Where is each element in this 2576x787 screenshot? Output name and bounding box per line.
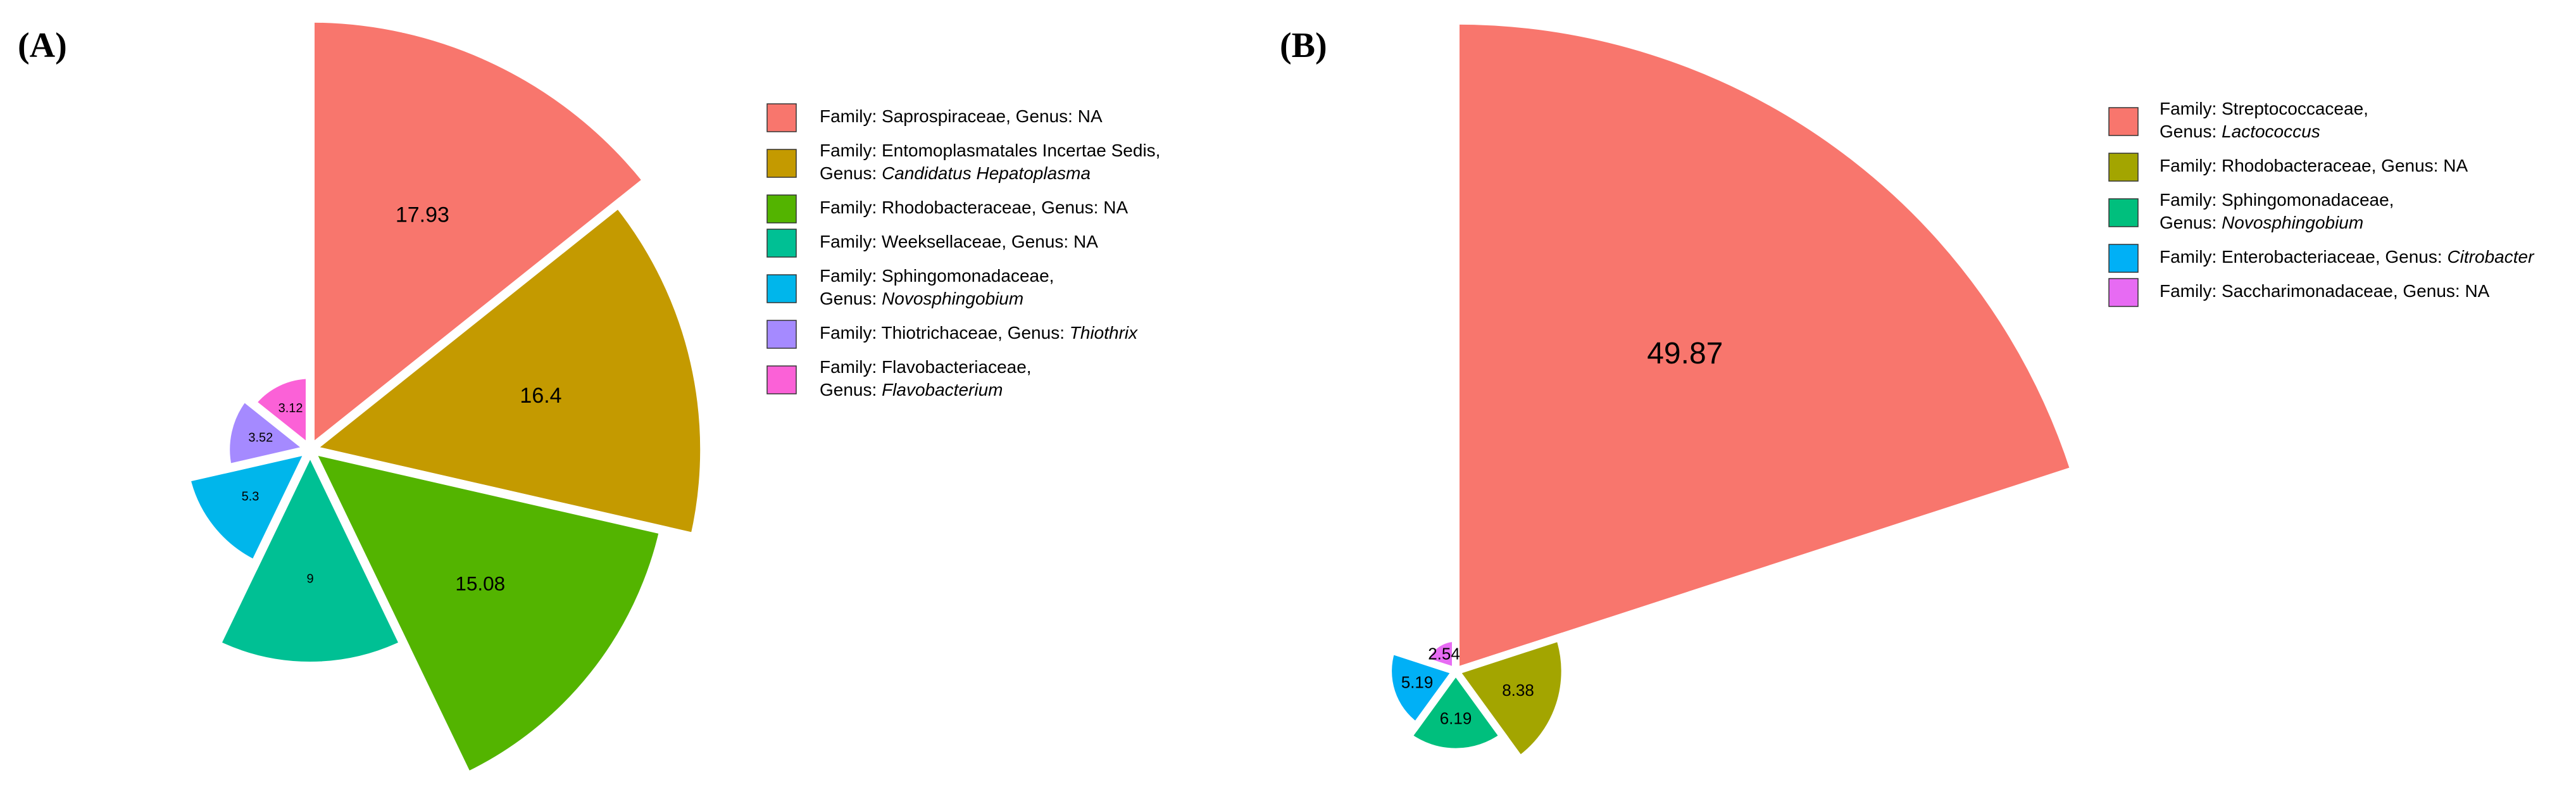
slice-weeksellaceae-a bbox=[210, 439, 410, 671]
legend-swatch-saprospiraceae bbox=[766, 103, 797, 132]
legend-swatch-rhodobacteraceae bbox=[766, 194, 797, 224]
legend-b: Family: Streptococcaceae, Genus: Lactococ… bbox=[2108, 99, 2535, 307]
legend-swatch-streptococcaceae bbox=[2108, 107, 2139, 136]
legend-entry-text: Genus: Novosphingobium bbox=[2160, 213, 2363, 232]
legend-entry-text: Family: Entomoplasmatales Incertae Sedis… bbox=[820, 141, 1160, 160]
slice-streptococcaceae-b bbox=[1452, 16, 2079, 677]
slice-value-label: 15.08 bbox=[455, 572, 505, 595]
legend-swatch-entomoplasmatales-incertae-sedis bbox=[766, 149, 797, 178]
slice-saprospiraceae-a bbox=[306, 13, 654, 459]
legend-entry-text: Family: Sphingomonadaceae, bbox=[820, 266, 1054, 286]
legend-entry-text: Genus: Lactococcus bbox=[2160, 122, 2320, 141]
legend-entry-text: Family: Streptococcaceae, bbox=[2160, 99, 2368, 118]
legend-entry-text: Family: Thiotrichaceae, Genus: Thiothrix bbox=[820, 323, 1138, 343]
legend-entry-text: Genus: Candidatus Hepatoplasma bbox=[820, 163, 1091, 183]
slice-value-label: 5.3 bbox=[242, 490, 259, 504]
legend-swatch-flavobacteriaceae bbox=[766, 365, 797, 394]
legend-swatch-weeksellaceae bbox=[766, 229, 797, 258]
legend-swatch-sphingomonadaceae bbox=[766, 274, 797, 303]
slice-value-label: 6.19 bbox=[1440, 708, 1472, 727]
slice-thiotrichaceae-a bbox=[221, 390, 320, 474]
slice-value-label: 8.38 bbox=[1502, 681, 1534, 700]
legend-swatch-enterobacteriaceae bbox=[2108, 244, 2139, 273]
polar-chart-a: 17.93 16.4 15.08 9 5.3 3.52 3.12 bbox=[180, 13, 710, 783]
slice-value-label: 5.19 bbox=[1401, 673, 1434, 692]
legend-a: Family: Saprospiraceae, Genus: NA Family:… bbox=[766, 103, 1160, 400]
panel-label-b: (B) bbox=[1280, 26, 1327, 65]
legend-entry-text: Family: Flavobacteriaceae, bbox=[820, 357, 1032, 377]
legend-swatch-thiotrichaceae bbox=[766, 320, 797, 349]
legend-entry-text: Genus: Novosphingobium bbox=[820, 289, 1023, 308]
legend-swatch-rhodobacteraceae bbox=[2108, 153, 2139, 182]
slice-value-label: 3.52 bbox=[248, 431, 273, 444]
slice-rhodobacteraceae-a bbox=[302, 443, 670, 783]
slice-sphingomonadaceae-a bbox=[180, 443, 318, 570]
legend-entry-text: Family: Saccharimonadaceae, Genus: NA bbox=[2160, 281, 2490, 301]
slice-value-label: 2.54 bbox=[1428, 644, 1460, 663]
legend-swatch-saccharimonadaceae bbox=[2108, 278, 2139, 307]
legend-entry-text: Family: Saprospiraceae, Genus: NA bbox=[820, 106, 1103, 126]
legend-entry-text: Family: Rhodobacteraceae, Genus: NA bbox=[820, 198, 1128, 217]
polar-chart-b: 49.87 8.38 6.19 5.19 2.54 bbox=[1384, 16, 2079, 765]
slice-sphingomonadaceae-b bbox=[1403, 664, 1509, 756]
slice-rhodobacteraceae-b bbox=[1449, 633, 1569, 765]
panel-label-a: (A) bbox=[18, 26, 67, 65]
legend-entry-text: Family: Rhodobacteraceae, Genus: NA bbox=[2160, 156, 2468, 175]
legend-entry-text: Family: Weeksellaceae, Genus: NA bbox=[820, 232, 1098, 251]
legend-entry-text: Family: Sphingomonadaceae, bbox=[2160, 190, 2394, 210]
slice-saccharimonadaceae-b bbox=[1419, 634, 1460, 677]
slice-entomoplasmatales-incertae-sedis-a bbox=[300, 197, 710, 543]
legend-entry-text: Genus: Flavobacterium bbox=[820, 380, 1003, 400]
legend-entry-text: Family: Enterobacteriaceae, Genus: Citro… bbox=[2160, 247, 2535, 267]
legend-swatch-sphingomonadaceae bbox=[2108, 198, 2139, 227]
slice-value-label: 17.93 bbox=[396, 203, 449, 227]
slice-value-label: 3.12 bbox=[278, 401, 303, 415]
slice-value-label: 9 bbox=[306, 572, 313, 586]
slice-value-label: 49.87 bbox=[1647, 337, 1723, 370]
slice-value-label: 16.4 bbox=[520, 384, 561, 408]
slice-flavobacteriaceae-a bbox=[245, 370, 315, 459]
